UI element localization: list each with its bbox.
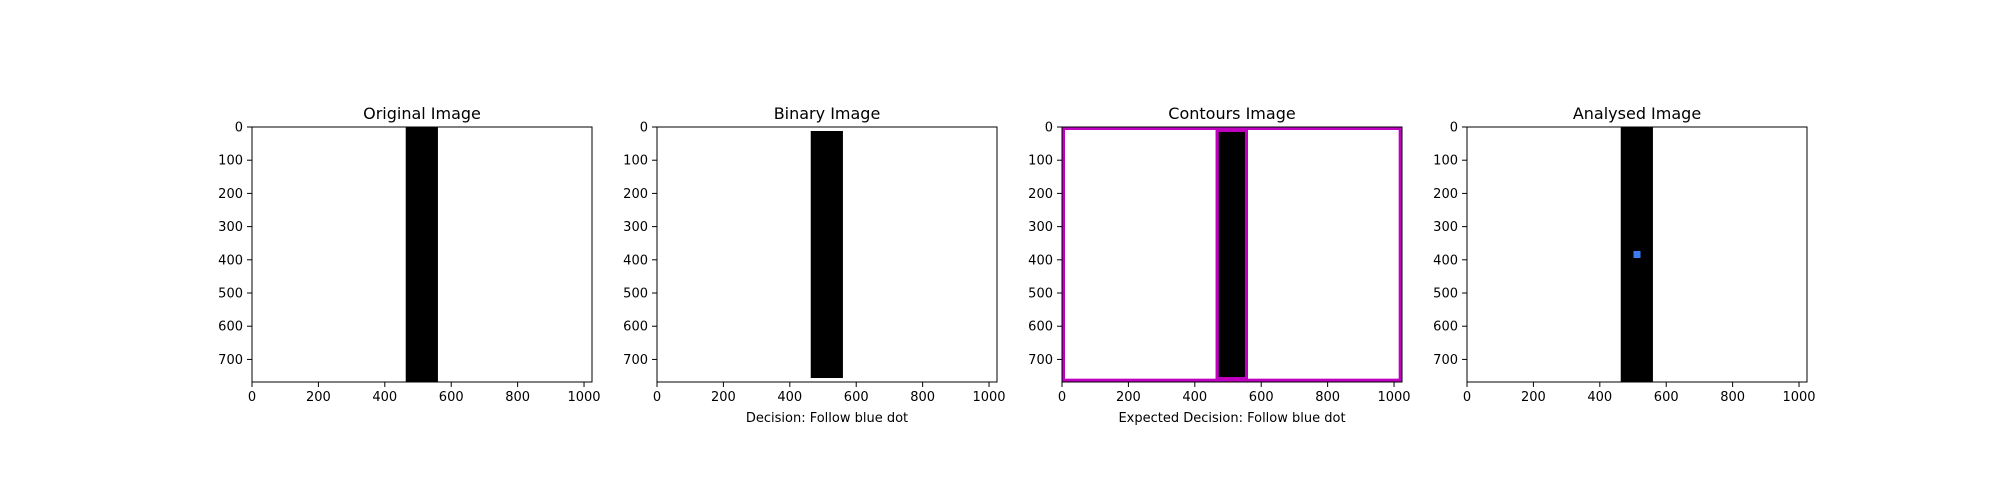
y-tick-label: 500 xyxy=(1028,287,1053,302)
x-tick-label: 800 xyxy=(910,390,935,405)
y-tick-label: 600 xyxy=(1028,320,1053,335)
y-tick-label: 0 xyxy=(1450,121,1458,136)
panel-4: 0 200 400 600 800 1000 0 100 200 300 400 500 600 700 A… xyxy=(1433,104,1815,405)
y-tick-label: 300 xyxy=(623,220,648,235)
y-tick-label: 400 xyxy=(1028,253,1053,268)
x-tick-label: 200 xyxy=(711,390,736,405)
panel-1: 0 200 400 600 800 1000 0 100 200 300 400 500 600 700 O… xyxy=(218,104,600,405)
y-tick-label: 700 xyxy=(623,353,648,368)
x-tick-label: 600 xyxy=(439,390,464,405)
panel-title: Contours Image xyxy=(1168,104,1295,123)
y-tick-label: 200 xyxy=(623,187,648,202)
x-tick-label: 600 xyxy=(1249,390,1274,405)
x-tick-label: 200 xyxy=(1116,390,1141,405)
image-black-region xyxy=(1216,129,1248,380)
panel-3: 0 200 400 600 800 1000 0 100 200 300 400 500 600 700 C… xyxy=(1028,104,1410,426)
x-tick-label: 200 xyxy=(306,390,331,405)
x-tick-label: 1000 xyxy=(567,390,600,405)
y-tick-label: 600 xyxy=(1433,320,1458,335)
x-tick-label: 400 xyxy=(1182,390,1207,405)
x-tick-label: 400 xyxy=(372,390,397,405)
y-tick-label: 300 xyxy=(1028,220,1053,235)
y-tick-label: 0 xyxy=(1045,121,1053,136)
panel-xlabel: Expected Decision: Follow blue dot xyxy=(1118,411,1345,426)
x-tick-label: 800 xyxy=(1315,390,1340,405)
y-tick-label: 400 xyxy=(623,253,648,268)
y-tick-label: 400 xyxy=(218,253,243,268)
x-tick-label: 800 xyxy=(1720,390,1745,405)
x-tick-label: 0 xyxy=(248,390,256,405)
x-tick-label: 1000 xyxy=(972,390,1005,405)
y-tick-label: 100 xyxy=(1433,154,1458,169)
x-tick-label: 600 xyxy=(844,390,869,405)
x-tick-label: 800 xyxy=(505,390,530,405)
y-tick-label: 700 xyxy=(1433,353,1458,368)
y-tick-label: 100 xyxy=(218,154,243,169)
y-tick-label: 700 xyxy=(218,353,243,368)
x-tick-label: 400 xyxy=(1587,390,1612,405)
x-tick-label: 600 xyxy=(1654,390,1679,405)
x-tick-label: 0 xyxy=(1463,390,1471,405)
y-tick-label: 0 xyxy=(640,121,648,136)
panel-xlabel: Decision: Follow blue dot xyxy=(746,411,908,426)
y-tick-label: 300 xyxy=(1433,220,1458,235)
y-tick-label: 700 xyxy=(1028,353,1053,368)
y-tick-label: 400 xyxy=(1433,253,1458,268)
blue-dot-marker xyxy=(1634,251,1641,258)
y-tick-label: 0 xyxy=(235,121,243,136)
y-tick-label: 300 xyxy=(218,220,243,235)
y-tick-label: 500 xyxy=(1433,287,1458,302)
panel-2: 0 200 400 600 800 1000 0 100 200 300 400 500 600 700 B… xyxy=(623,104,1005,426)
x-tick-label: 400 xyxy=(777,390,802,405)
y-tick-label: 200 xyxy=(1028,187,1053,202)
panel-title: Original Image xyxy=(363,104,481,123)
panel-title: Analysed Image xyxy=(1573,104,1701,123)
y-tick-label: 500 xyxy=(218,287,243,302)
x-tick-label: 0 xyxy=(653,390,661,405)
image-black-region xyxy=(406,127,438,382)
y-tick-label: 100 xyxy=(623,154,648,169)
y-tick-label: 600 xyxy=(218,320,243,335)
y-tick-label: 200 xyxy=(1433,187,1458,202)
image-black-region xyxy=(811,131,843,378)
y-tick-label: 200 xyxy=(218,187,243,202)
x-tick-label: 200 xyxy=(1521,390,1546,405)
y-tick-label: 500 xyxy=(623,287,648,302)
x-tick-label: 1000 xyxy=(1782,390,1815,405)
y-tick-label: 100 xyxy=(1028,154,1053,169)
x-tick-label: 0 xyxy=(1058,390,1066,405)
x-tick-label: 1000 xyxy=(1377,390,1410,405)
y-tick-label: 600 xyxy=(623,320,648,335)
panel-title: Binary Image xyxy=(774,104,881,123)
